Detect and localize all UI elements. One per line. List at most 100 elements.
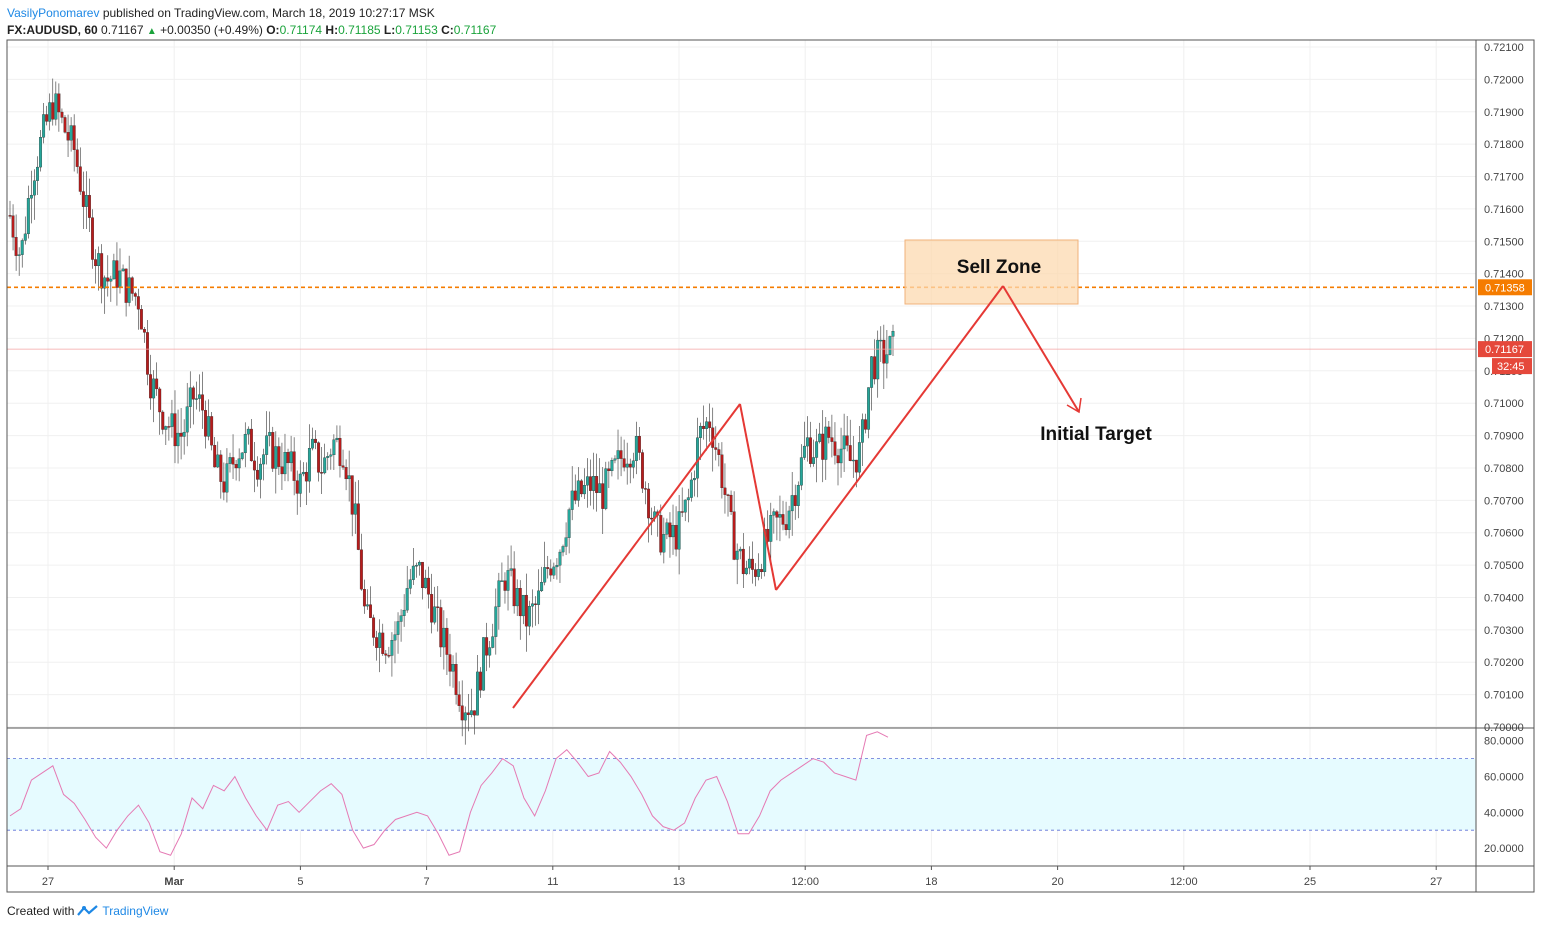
author-link[interactable]: VasilyPonomarev <box>7 6 100 20</box>
candle-down <box>369 604 372 618</box>
candle-up <box>29 194 33 199</box>
candle-up <box>442 627 446 648</box>
time-tick-label: 7 <box>424 876 430 888</box>
candle-down <box>167 426 171 428</box>
candle-up <box>885 354 889 364</box>
candle-down <box>848 445 852 461</box>
candle-up <box>323 457 327 474</box>
candle-up <box>20 240 24 255</box>
tradingview-link[interactable]: TradingView <box>102 904 169 918</box>
candle-down <box>854 459 858 473</box>
candle-up <box>329 454 333 457</box>
time-tick-label: 25 <box>1304 876 1316 888</box>
candle-down <box>249 428 253 462</box>
candle-up <box>23 233 27 241</box>
candle-up <box>521 594 525 617</box>
candle-down <box>292 451 296 481</box>
candle-up <box>738 548 742 552</box>
grid-lines <box>7 40 1476 866</box>
candle-down <box>179 432 183 437</box>
candle-up <box>778 514 782 518</box>
candle-up <box>634 435 638 461</box>
candle-down <box>11 215 15 238</box>
candle-up <box>671 525 675 538</box>
rsi-tick-label: 80.0000 <box>1484 736 1524 748</box>
candle-up <box>69 125 73 141</box>
price-tick-label: 0.71300 <box>1484 301 1524 313</box>
candle-up <box>888 336 892 355</box>
rsi-line <box>9 731 889 856</box>
candle-up <box>301 471 305 475</box>
candle-down <box>641 452 644 489</box>
candle-down <box>106 277 110 282</box>
candle-down <box>882 339 886 364</box>
candle-up <box>482 637 486 691</box>
candle-up <box>225 463 229 493</box>
candle-up <box>17 254 21 256</box>
candle-down <box>344 467 348 480</box>
candle-up <box>289 451 293 464</box>
trend-line <box>512 403 741 709</box>
candle-down <box>720 454 724 489</box>
candle-up <box>197 394 201 399</box>
candle-down <box>421 561 424 589</box>
price-tick-label: 0.71400 <box>1484 269 1524 281</box>
candle-up <box>109 278 113 282</box>
candle-down <box>252 460 256 471</box>
candle-up <box>399 615 403 622</box>
candle-down <box>466 712 470 715</box>
candle-down <box>280 466 284 475</box>
level-price-tag <box>1478 279 1532 296</box>
candle-up <box>790 495 794 512</box>
candle-up <box>237 458 241 469</box>
candle-up <box>515 588 519 607</box>
created-with-text: Created with <box>7 904 75 918</box>
candle-up <box>433 606 437 623</box>
candle-down <box>63 117 67 133</box>
candle-up <box>616 450 620 459</box>
candles <box>8 78 895 856</box>
level-price-text: 0.71358 <box>1485 282 1525 294</box>
candle-down <box>644 488 647 490</box>
price-tick-label: 0.70500 <box>1484 560 1524 572</box>
candle-down <box>754 569 757 577</box>
candle-down <box>472 710 476 716</box>
candle-up <box>692 478 696 481</box>
price-tick-label: 0.71000 <box>1484 398 1524 410</box>
candle-down <box>573 490 577 501</box>
candle-up <box>39 137 43 168</box>
candle-up <box>491 636 495 648</box>
candle-down <box>723 487 727 495</box>
candle-down <box>628 463 632 468</box>
candle-up <box>879 339 883 342</box>
current-price-text: 0.71167 <box>1485 344 1524 356</box>
open-label: O: <box>266 23 280 37</box>
candle-down <box>751 558 754 570</box>
candle-down <box>87 195 91 218</box>
candle-up <box>121 268 125 272</box>
countdown-tag <box>1492 358 1532 375</box>
candle-up <box>246 428 250 435</box>
candle-down <box>445 627 449 655</box>
candle-down <box>94 259 98 267</box>
candle-down <box>659 515 663 553</box>
candle-up <box>891 331 895 337</box>
candle-up <box>112 260 116 280</box>
candle-down <box>714 447 718 450</box>
candle-down <box>356 503 360 550</box>
chart-frame <box>6 39 1535 893</box>
candle-up <box>228 457 232 464</box>
candle-up <box>118 270 122 288</box>
candle-down <box>100 253 104 289</box>
symbol-label: FX:AUDUSD, 60 <box>7 23 98 37</box>
candle-down <box>384 653 388 656</box>
candle-up <box>194 398 198 400</box>
candle-up <box>867 387 871 430</box>
candle-up <box>796 485 800 506</box>
time-tick-label: 27 <box>42 876 54 888</box>
candle-up <box>405 588 409 611</box>
candle-up <box>772 511 776 516</box>
candle-down <box>845 435 849 446</box>
price-tick-label: 0.70200 <box>1484 657 1524 669</box>
